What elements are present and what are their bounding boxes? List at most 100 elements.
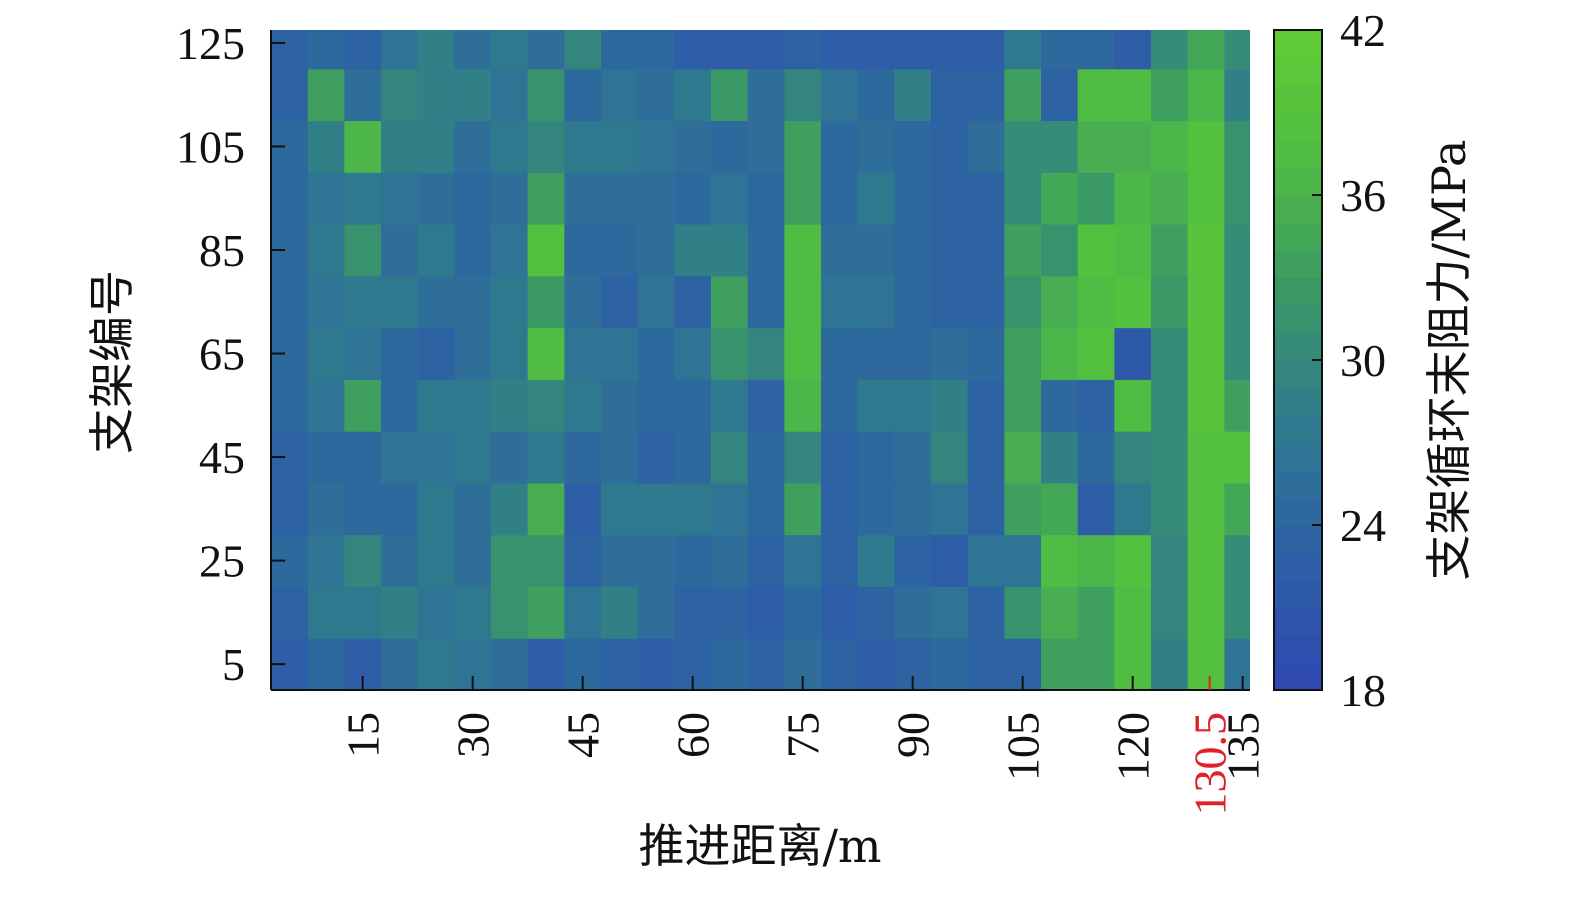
heat-cell <box>307 275 345 329</box>
heat-cell <box>637 586 675 639</box>
heat-cell <box>821 224 859 277</box>
heat-cell <box>1114 224 1152 277</box>
heat-cell <box>1187 275 1225 329</box>
heat-cell <box>491 30 529 70</box>
heat-cell <box>601 120 639 173</box>
heat-cell <box>1041 68 1079 122</box>
heat-cell <box>1151 68 1189 122</box>
heat-cell <box>1004 120 1042 173</box>
heat-cell <box>931 638 969 690</box>
heat-cell <box>491 327 529 380</box>
x-tick-label: 15 <box>338 712 389 758</box>
heat-cell <box>564 275 602 329</box>
heat-cell <box>747 586 785 639</box>
heat-cell <box>381 431 419 484</box>
heat-cell <box>454 172 492 225</box>
heat-cell <box>1187 586 1225 639</box>
heat-cell <box>527 30 565 70</box>
heat-cell <box>454 275 492 329</box>
heat-cell <box>1004 482 1042 536</box>
heat-cell <box>527 431 565 484</box>
heat-cell <box>417 275 455 329</box>
heat-cell <box>417 534 455 587</box>
heat-cell <box>344 379 382 432</box>
heat-cell <box>894 172 932 225</box>
heat-cell <box>821 431 859 484</box>
heat-cell <box>454 30 492 70</box>
heat-cell <box>417 120 455 173</box>
heat-cell <box>344 275 382 329</box>
heat-cell <box>307 431 345 484</box>
heat-cell <box>1114 172 1152 225</box>
heat-cell <box>1041 534 1079 587</box>
heat-cell <box>1114 534 1152 587</box>
heat-cell <box>527 482 565 536</box>
heat-cell <box>344 431 382 484</box>
heat-cell <box>711 30 749 70</box>
heat-cell <box>894 482 932 536</box>
heat-cell <box>344 482 382 536</box>
heat-cell <box>564 30 602 70</box>
heat-cell <box>747 30 785 70</box>
heat-cell <box>417 68 455 122</box>
heat-cell <box>417 30 455 70</box>
x-tick-label: 75 <box>778 712 829 758</box>
heat-cell <box>674 68 712 122</box>
heat-cell <box>1151 30 1189 70</box>
heat-cell <box>894 68 932 122</box>
heat-cell <box>1187 534 1225 587</box>
heat-cell <box>417 172 455 225</box>
heat-cell <box>1004 379 1042 432</box>
heat-cell <box>1004 586 1042 639</box>
y-tick-label: 125 <box>176 18 245 69</box>
heat-cell <box>1077 172 1115 225</box>
heat-cell <box>967 379 1005 432</box>
heat-cell <box>1151 224 1189 277</box>
heat-cell <box>637 275 675 329</box>
heat-cell <box>381 68 419 122</box>
heat-cell <box>271 275 309 329</box>
heat-cell <box>931 431 969 484</box>
heat-cell <box>711 431 749 484</box>
heat-cell <box>491 224 529 277</box>
heat-cell <box>894 379 932 432</box>
heat-cell <box>1151 379 1189 432</box>
heat-cell <box>564 534 602 587</box>
heat-cell <box>1187 431 1225 484</box>
heat-cell <box>747 379 785 432</box>
heat-cell <box>271 172 309 225</box>
heat-cell <box>1224 379 1250 432</box>
heatmap-cells <box>271 30 1250 690</box>
heat-cell <box>894 120 932 173</box>
heat-cell <box>784 586 822 639</box>
heat-cell <box>1114 120 1152 173</box>
heat-cell <box>381 172 419 225</box>
heat-cell <box>711 379 749 432</box>
heat-cell <box>1077 30 1115 70</box>
heat-cell <box>821 30 859 70</box>
x-tick-label: 60 <box>668 712 719 758</box>
heat-cell <box>967 172 1005 225</box>
heat-cell <box>1187 68 1225 122</box>
heat-cell <box>417 586 455 639</box>
heat-cell <box>417 431 455 484</box>
y-tick-label: 5 <box>222 639 245 690</box>
heat-cell <box>381 638 419 690</box>
heat-cell <box>857 275 895 329</box>
heat-cell <box>527 68 565 122</box>
colorbar-step <box>1274 635 1322 663</box>
heat-cell <box>491 534 529 587</box>
heat-cell <box>711 275 749 329</box>
heat-cell <box>454 224 492 277</box>
heat-cell <box>967 327 1005 380</box>
heat-cell <box>1004 30 1042 70</box>
heat-cell <box>637 224 675 277</box>
heat-cell <box>857 534 895 587</box>
heat-cell <box>784 68 822 122</box>
heat-cell <box>417 379 455 432</box>
heat-cell <box>637 534 675 587</box>
heat-cell <box>601 327 639 380</box>
heat-cell <box>894 327 932 380</box>
heat-cell <box>527 224 565 277</box>
heat-cell <box>637 120 675 173</box>
